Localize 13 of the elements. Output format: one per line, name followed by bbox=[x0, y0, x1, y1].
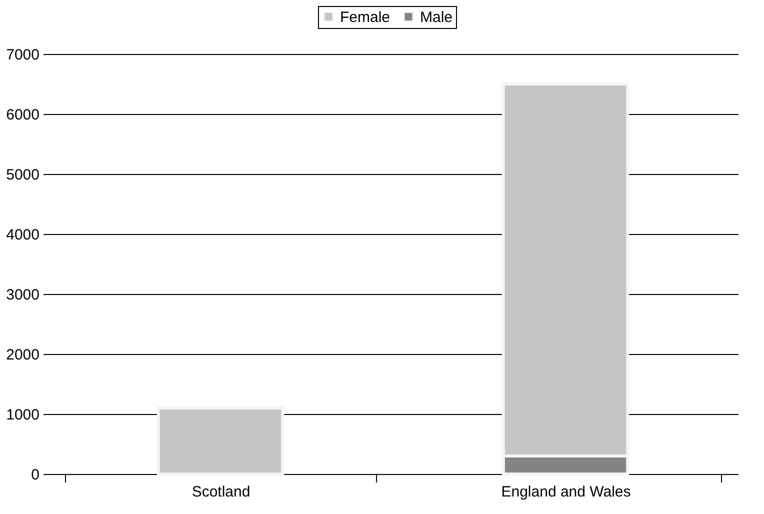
x-tick-label: England and Wales bbox=[501, 484, 631, 500]
y-tick-label: 6000 bbox=[6, 106, 40, 124]
y-tick-label: 2000 bbox=[6, 346, 40, 364]
x-tick-label: Scotland bbox=[192, 484, 250, 500]
y-tick-label: 4000 bbox=[6, 226, 40, 244]
legend-label: Female bbox=[340, 8, 390, 26]
y-tick-label: 7000 bbox=[6, 46, 40, 64]
y-tick-label: 0 bbox=[31, 466, 40, 484]
y-tick-label: 5000 bbox=[6, 166, 40, 184]
y-tick-label: 1000 bbox=[6, 406, 40, 424]
bar bbox=[156, 406, 284, 476]
y-tick-label: 3000 bbox=[6, 286, 40, 304]
legend-label: Male bbox=[420, 8, 453, 26]
